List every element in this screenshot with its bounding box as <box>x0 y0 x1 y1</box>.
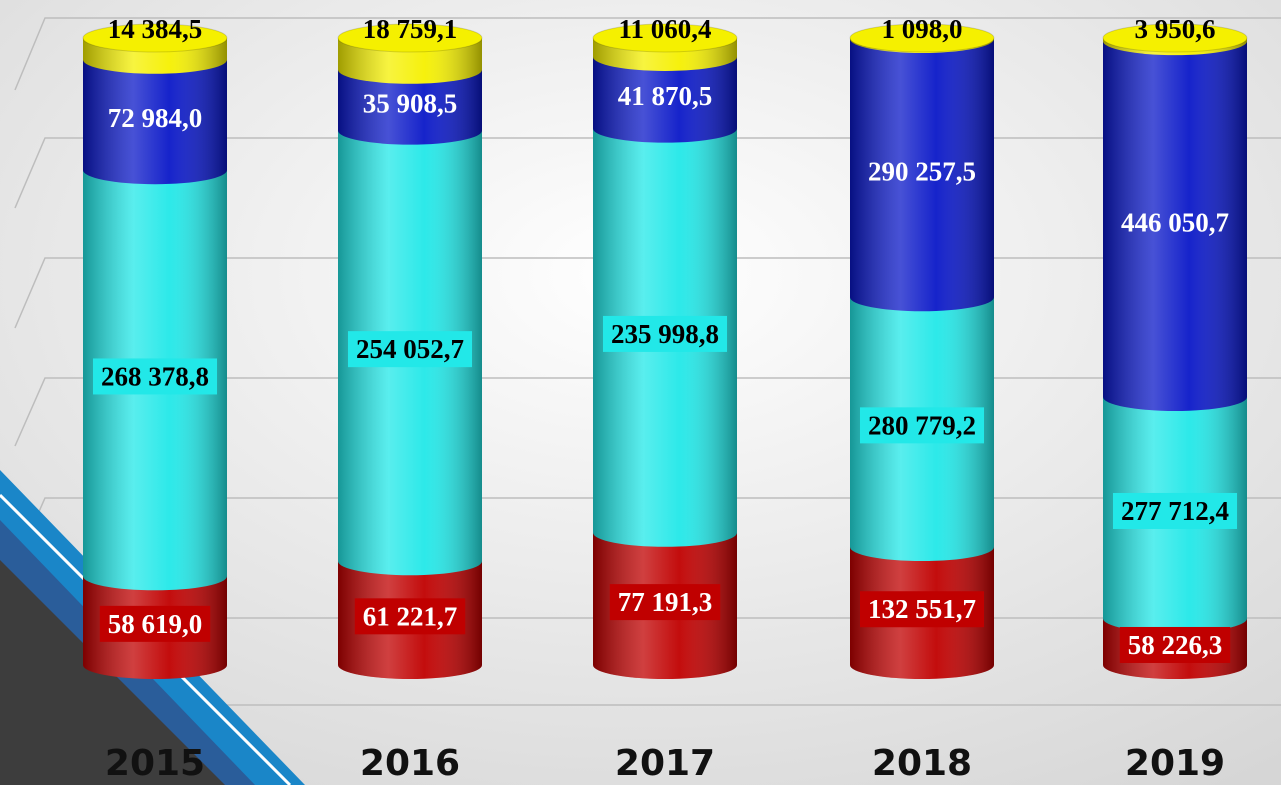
x-tick-label: 2018 <box>872 743 972 784</box>
x-tick-label: 2019 <box>1125 743 1225 784</box>
value-label-box <box>860 407 984 444</box>
value-label: 235 998,8 <box>611 319 719 349</box>
x-tick-label: 2015 <box>105 743 205 784</box>
value-label: 1 098,0 <box>882 14 963 44</box>
value-label: 14 384,5 <box>108 14 203 44</box>
value-label-group: 280 779,2 <box>860 407 984 444</box>
value-label-group: 290 257,5 <box>868 156 976 186</box>
value-label-group: 14 384,5 <box>108 14 203 44</box>
value-label-group: 277 712,4 <box>1113 492 1237 529</box>
value-label: 61 221,7 <box>363 601 458 631</box>
value-label-box <box>1119 626 1231 663</box>
cylinder-top <box>849 23 995 53</box>
value-label-group: 3 950,6 <box>1135 14 1216 44</box>
value-label-group: 268 378,8 <box>93 358 217 395</box>
cylinder-top <box>592 23 738 53</box>
value-label: 280 779,2 <box>868 410 976 440</box>
value-label-group: 254 052,7 <box>348 331 472 368</box>
value-label-group: 1 098,0 <box>882 14 963 44</box>
value-label: 290 257,5 <box>868 156 976 186</box>
value-label-box <box>348 331 472 368</box>
value-label-box <box>603 315 727 352</box>
value-label: 18 759,1 <box>363 14 458 44</box>
value-label-group: 58 226,3 <box>1119 626 1231 663</box>
value-label: 268 378,8 <box>101 361 209 391</box>
value-label: 58 226,3 <box>1128 630 1223 660</box>
value-label-group: 61 221,7 <box>354 598 466 635</box>
value-label-group: 18 759,1 <box>363 14 458 44</box>
value-label-group: 235 998,8 <box>603 315 727 352</box>
x-tick-label: 2017 <box>615 743 715 784</box>
value-label-group: 35 908,5 <box>363 88 458 118</box>
value-label-group: 72 984,0 <box>108 103 203 133</box>
value-label-box <box>1113 492 1237 529</box>
value-label: 446 050,7 <box>1121 207 1229 237</box>
value-label-group: 41 870,5 <box>618 81 713 111</box>
value-label: 277 712,4 <box>1121 496 1229 526</box>
value-label: 77 191,3 <box>618 587 713 617</box>
value-label-group: 58 619,0 <box>99 605 211 642</box>
cylinder-top <box>82 23 228 53</box>
value-label: 35 908,5 <box>363 88 458 118</box>
cylinder-top <box>337 23 483 53</box>
value-label: 132 551,7 <box>868 594 976 624</box>
value-label: 11 060,4 <box>618 14 711 44</box>
value-label: 58 619,0 <box>108 609 203 639</box>
value-label: 72 984,0 <box>108 103 203 133</box>
value-label-group: 132 551,7 <box>860 591 984 628</box>
value-label-box <box>609 584 721 621</box>
cylinder-top <box>1102 23 1248 53</box>
value-label: 3 950,6 <box>1135 14 1216 44</box>
value-label-box <box>354 598 466 635</box>
x-tick-label: 2016 <box>360 743 460 784</box>
value-label-box <box>860 591 984 628</box>
value-label-group: 11 060,4 <box>618 14 711 44</box>
value-label-group: 446 050,7 <box>1121 207 1229 237</box>
value-label: 254 052,7 <box>356 334 464 364</box>
value-label-box <box>99 605 211 642</box>
value-label-group: 77 191,3 <box>609 584 721 621</box>
value-label-box <box>93 358 217 395</box>
value-label: 41 870,5 <box>618 81 713 111</box>
